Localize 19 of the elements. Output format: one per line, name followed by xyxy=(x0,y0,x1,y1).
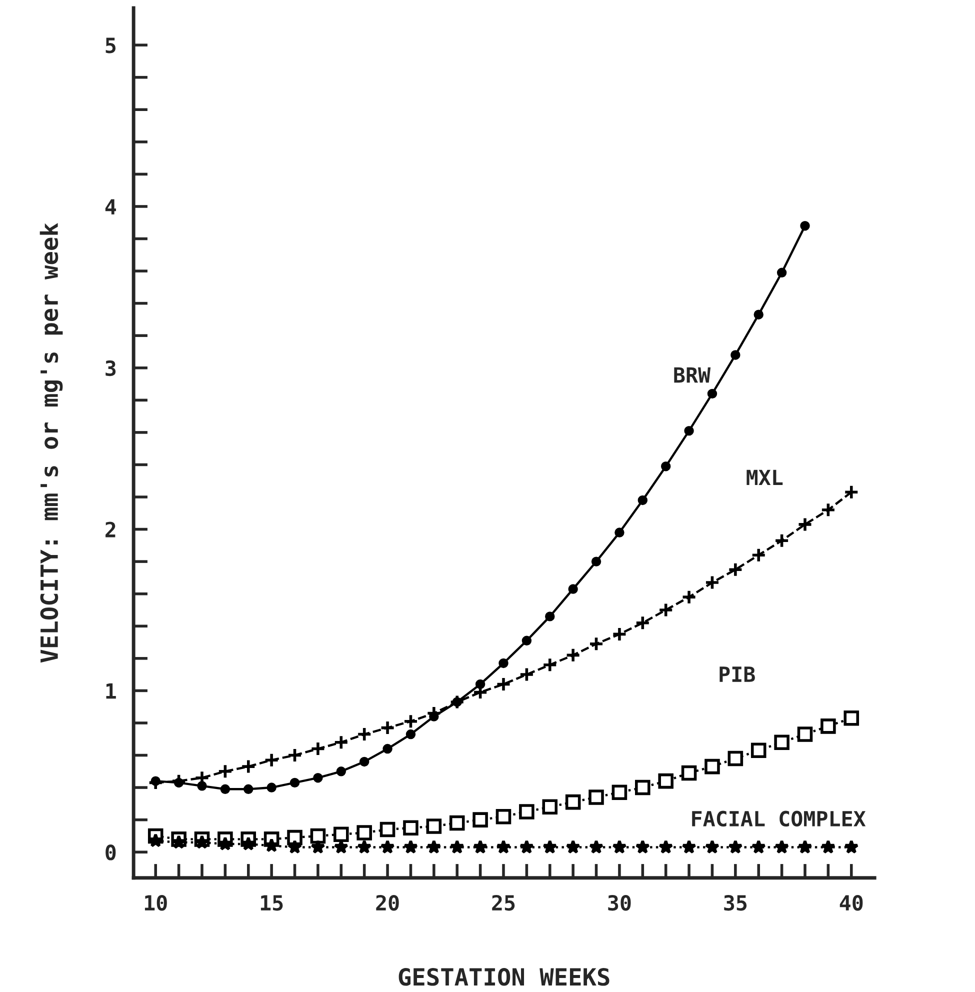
y-tick-label: 1 xyxy=(106,683,116,699)
x-tick-label: 25 xyxy=(492,894,515,911)
x-tick-label: 10 xyxy=(144,894,167,911)
y-tick-label: 2 xyxy=(106,522,116,538)
x-tick-label: 20 xyxy=(376,894,399,911)
text: PIB xyxy=(720,666,755,682)
y-tick-label: 0 xyxy=(106,844,116,860)
x-axis-title: GESTATION WEEKS xyxy=(398,968,610,986)
series-label: MXL xyxy=(746,470,783,486)
y-tick-label: 3 xyxy=(106,360,116,376)
x-tick-label: 15 xyxy=(260,895,283,911)
x-tick-label: 30 xyxy=(608,894,631,911)
y-axis-title: VELOCITY: mm's or mg's per week xyxy=(40,222,63,663)
y-tick-label: 4 xyxy=(105,199,116,214)
x-tick-label: 35 xyxy=(724,894,747,911)
series-label: FACIAL COMPLEX xyxy=(692,810,866,827)
x-tick-label: 40 xyxy=(840,894,863,911)
series-label: BRW xyxy=(674,367,711,383)
y-tick-label: 5 xyxy=(106,38,116,54)
